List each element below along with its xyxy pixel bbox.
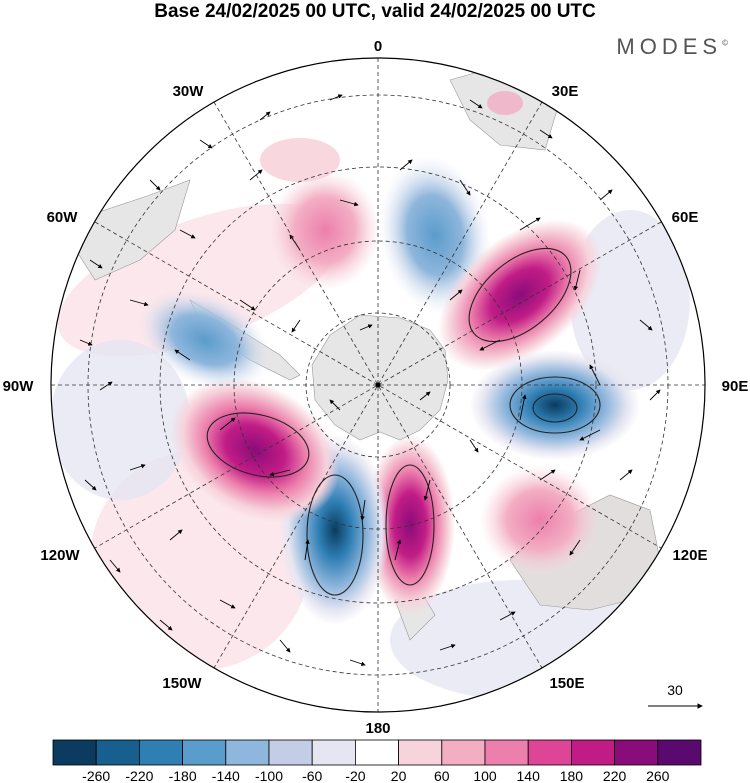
brand-mark: © — [722, 38, 728, 48]
map-boundary — [50, 57, 706, 713]
anomaly-positive-120e — [480, 465, 600, 575]
lon-label-150w: 150W — [162, 675, 202, 692]
colorbar-swatch — [225, 739, 270, 766]
colorbar-swatch — [441, 739, 486, 766]
anomaly-negative-90e — [470, 350, 640, 460]
lon-label-180: 180 — [365, 720, 390, 737]
lon-label-120e: 120E — [672, 547, 707, 564]
colorbar-tick-label: -180 — [169, 768, 197, 783]
colorbar-tick-label: 260 — [646, 768, 670, 783]
map-field — [51, 58, 705, 712]
map-title: Base 24/02/2025 00 UTC, valid 24/02/2025… — [154, 1, 596, 22]
colorbar-swatch — [182, 739, 227, 766]
anomaly-positive-60e — [438, 219, 602, 371]
brand-name: MODES — [616, 34, 723, 59]
colorbar-tick-label: 220 — [603, 768, 627, 783]
lon-label-150e: 150E — [549, 675, 584, 692]
wind-vectors — [79, 94, 661, 666]
colorbar-tick-label: 180 — [560, 768, 584, 783]
colorbar-swatch — [571, 739, 616, 766]
lon-label-30e: 30E — [552, 83, 579, 100]
colorbar-swatch — [484, 739, 529, 766]
antarctica-land — [311, 314, 449, 441]
lon-label-0: 0 — [374, 38, 382, 55]
colorbar-tick-label: -260 — [82, 768, 110, 783]
colorbar-swatch — [354, 739, 399, 766]
colorbar-swatch — [95, 739, 140, 766]
colorbar-tick-label: 20 — [391, 768, 407, 783]
lon-label-30w: 30W — [173, 83, 205, 100]
colorbar: -260 -220 -180 -140 -100 -60 -20 20 60 100 140 180 2… — [52, 739, 702, 783]
colorbar-tick-label: 60 — [434, 768, 450, 783]
colorbar-swatch — [268, 739, 313, 766]
colorbar-swatch — [614, 739, 659, 766]
lon-label-60w: 60W — [47, 209, 79, 226]
colorbar-swatch — [657, 739, 702, 766]
colorbar-swatch — [52, 739, 97, 766]
anomaly-positive-180 — [365, 435, 455, 615]
colorbar-swatch — [527, 739, 572, 766]
colorbar-tick-label: -60 — [302, 768, 322, 783]
colorbar-tick-label: 140 — [517, 768, 541, 783]
colorbar-tick-label: -100 — [255, 768, 283, 783]
colorbar-swatch — [398, 739, 443, 766]
colorbar-tick-label: -140 — [212, 768, 240, 783]
south-america-land — [59, 179, 191, 281]
brand-logo: MODES© — [616, 34, 728, 60]
lon-label-90w: 90W — [3, 378, 35, 395]
colorbar-tick-label: -220 — [125, 768, 153, 783]
lon-label-120w: 120W — [40, 547, 80, 564]
lon-label-90e: 90E — [722, 378, 749, 395]
anomaly-positive-110w — [170, 377, 340, 523]
colorbar-swatch — [311, 739, 356, 766]
vector-reference-label: 30 — [667, 682, 683, 698]
colorbar-tick-label: -20 — [345, 768, 365, 783]
lon-label-60e: 60E — [672, 209, 699, 226]
anomaly-positive-30w — [270, 170, 380, 290]
colorbar-tick-label: 100 — [473, 768, 497, 783]
colorbar-swatch — [138, 739, 183, 766]
